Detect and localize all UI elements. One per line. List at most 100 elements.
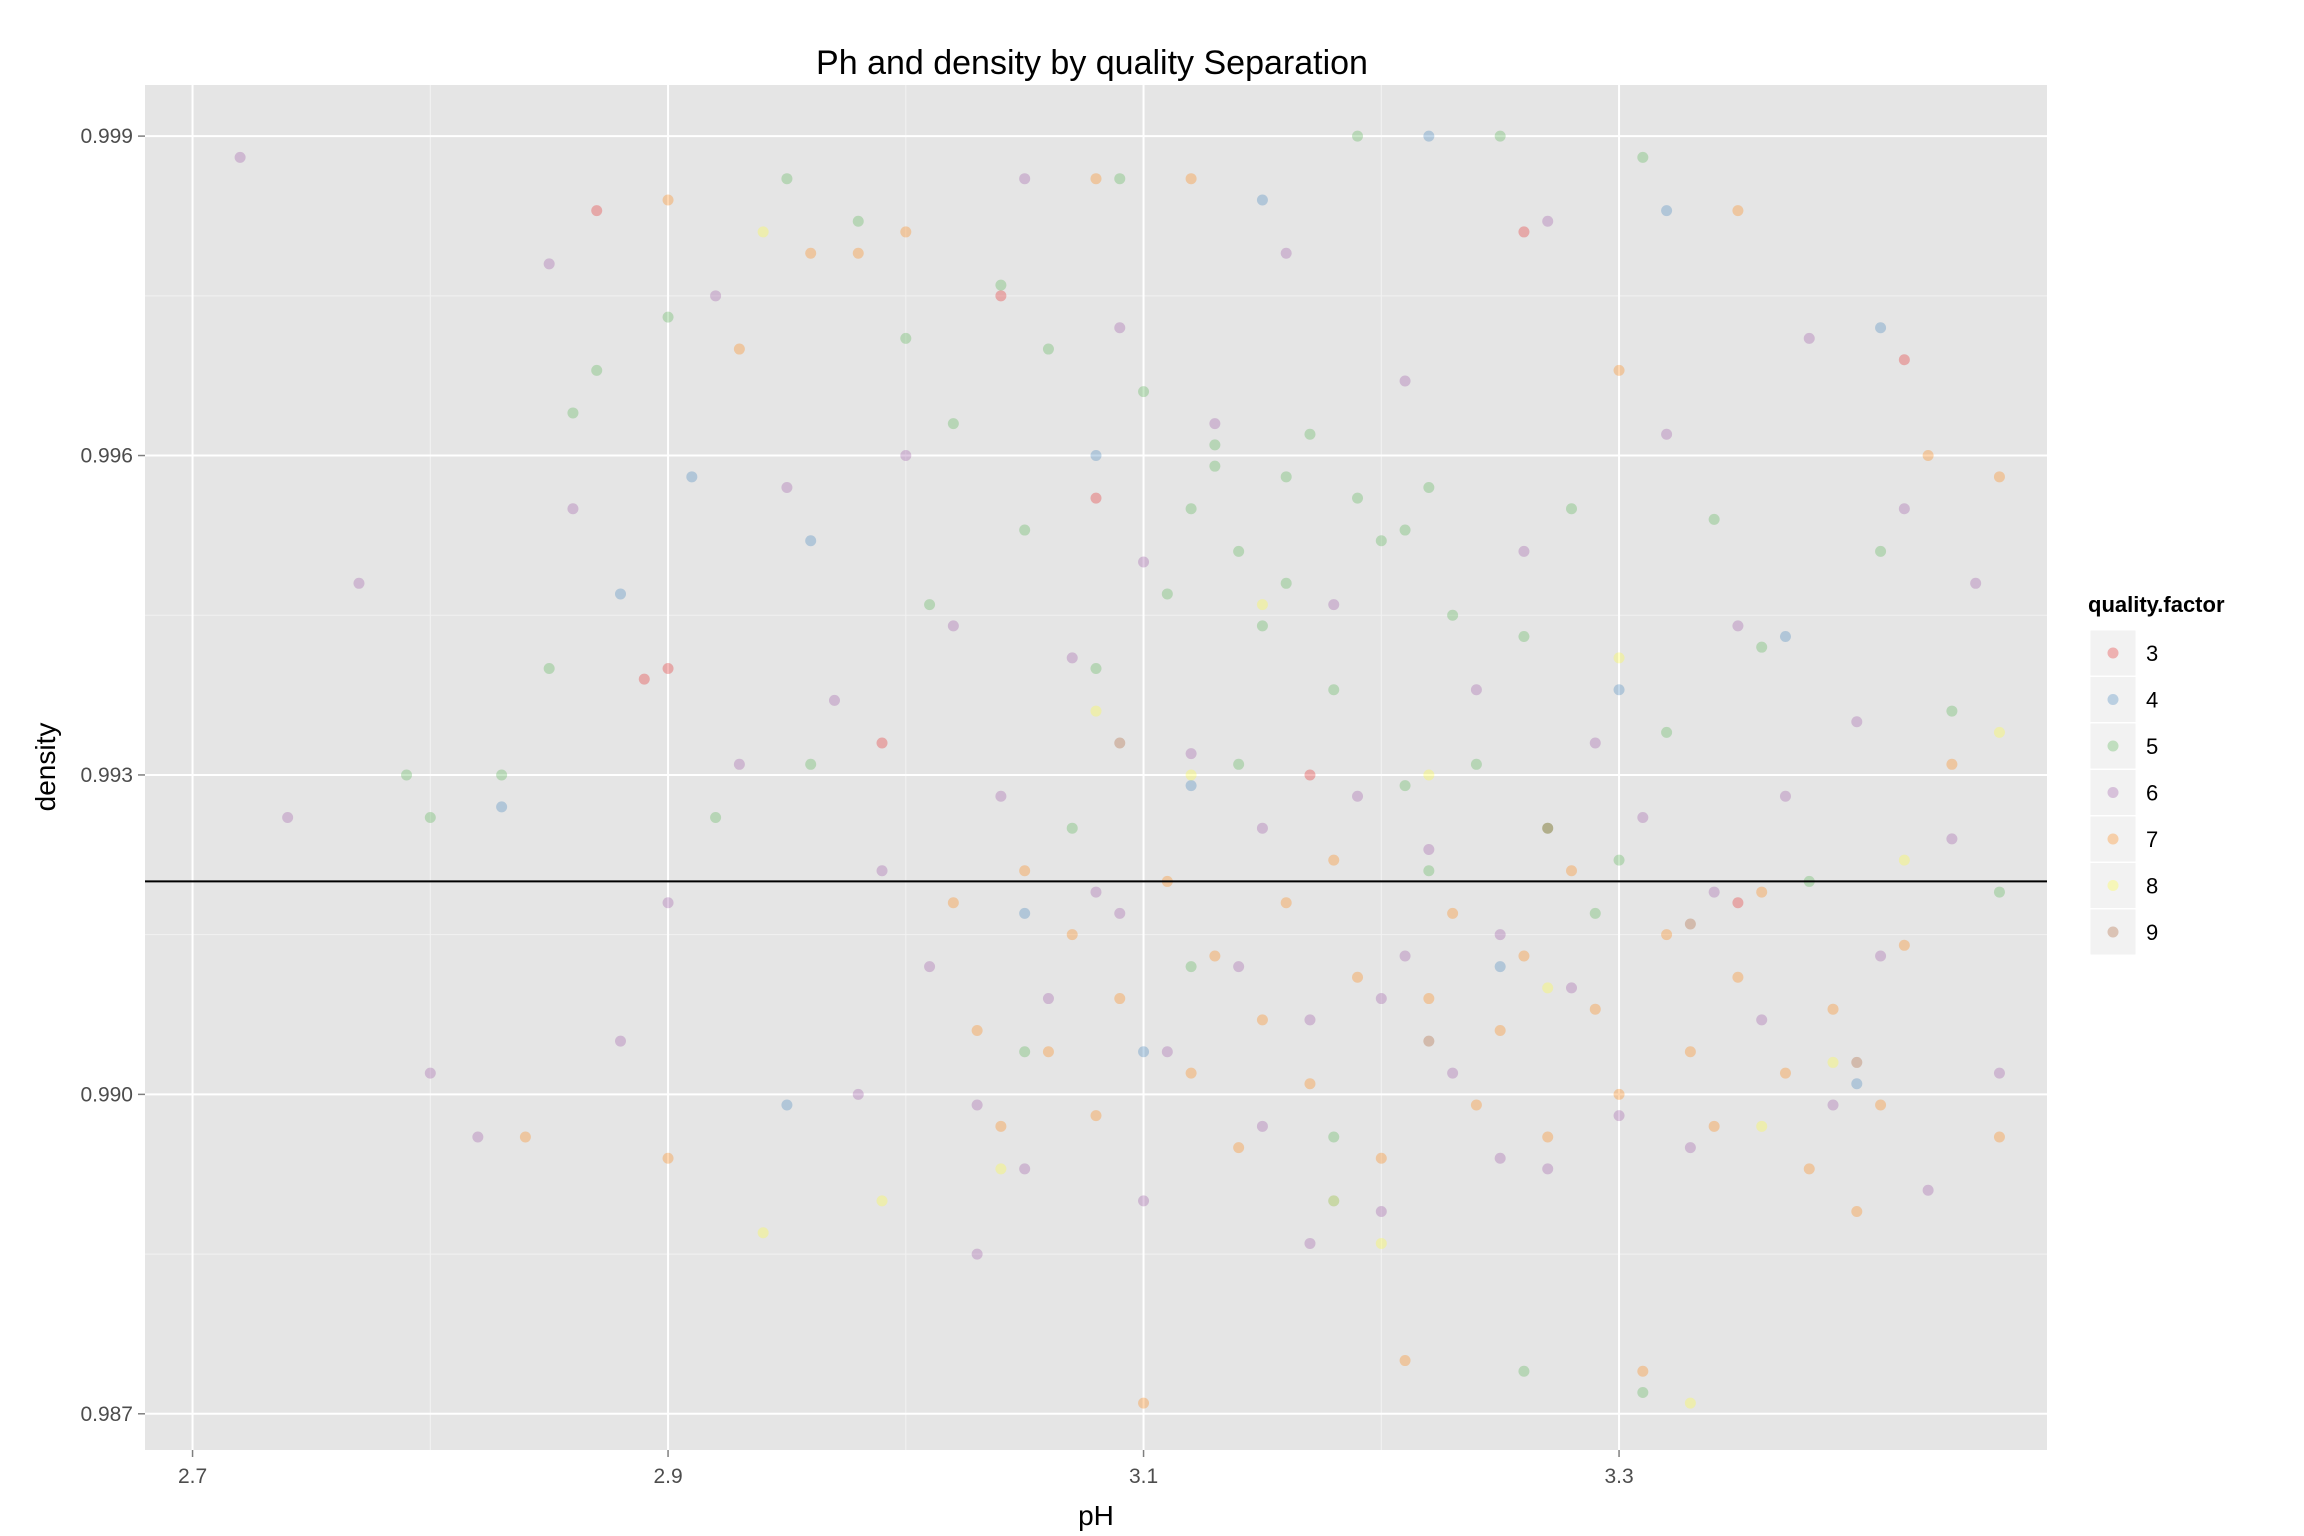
data-point bbox=[1875, 322, 1887, 334]
data-point bbox=[1233, 758, 1245, 770]
data-point bbox=[1185, 780, 1197, 792]
data-point bbox=[662, 662, 674, 674]
data-point bbox=[1185, 1067, 1197, 1079]
data-point bbox=[1304, 1237, 1316, 1249]
data-point bbox=[591, 364, 603, 376]
data-point bbox=[638, 673, 650, 685]
data-point bbox=[1090, 1110, 1102, 1122]
legend-key bbox=[2089, 908, 2137, 956]
data-point bbox=[1898, 854, 1910, 866]
y-tick-label: 0.987 bbox=[80, 1403, 133, 1426]
data-point bbox=[496, 801, 508, 813]
data-point bbox=[1494, 130, 1506, 142]
series-9 bbox=[1114, 737, 1863, 1068]
data-point bbox=[1518, 950, 1530, 962]
data-point bbox=[1851, 716, 1863, 728]
data-point bbox=[424, 1067, 436, 1079]
data-point bbox=[1280, 897, 1292, 909]
data-point bbox=[1708, 886, 1720, 898]
data-point bbox=[1138, 1397, 1150, 1409]
data-point bbox=[1375, 1237, 1387, 1249]
data-point bbox=[1637, 1365, 1649, 1377]
data-point bbox=[1375, 993, 1387, 1005]
data-point bbox=[1684, 1046, 1696, 1058]
data-point bbox=[757, 1227, 769, 1239]
data-point bbox=[924, 599, 936, 611]
data-point bbox=[1589, 907, 1601, 919]
data-point bbox=[1066, 822, 1078, 834]
data-point bbox=[1661, 929, 1673, 941]
data-point bbox=[1684, 918, 1696, 930]
data-point bbox=[1494, 929, 1506, 941]
legend-item-4: 4 bbox=[2089, 676, 2158, 723]
data-point bbox=[1090, 450, 1102, 462]
legend-swatch bbox=[2107, 926, 2119, 938]
data-point bbox=[1827, 1003, 1839, 1015]
data-point bbox=[1542, 1163, 1554, 1175]
data-point bbox=[1161, 1046, 1173, 1058]
data-point bbox=[1613, 1088, 1625, 1100]
data-point bbox=[496, 769, 508, 781]
data-point bbox=[1494, 961, 1506, 973]
data-point bbox=[1375, 535, 1387, 547]
data-point bbox=[805, 758, 817, 770]
legend-item-5: 5 bbox=[2089, 722, 2158, 770]
series-5 bbox=[401, 130, 2005, 1399]
legend-label: 3 bbox=[2146, 641, 2158, 666]
data-point bbox=[615, 588, 626, 600]
data-point bbox=[1209, 950, 1221, 962]
major-gridlines bbox=[145, 85, 2047, 1450]
data-point bbox=[971, 1248, 983, 1260]
y-tick-label: 0.993 bbox=[80, 764, 133, 787]
data-point bbox=[662, 897, 674, 909]
legend: quality.factor 3 4 5 6 7 8 9 bbox=[2088, 592, 2225, 956]
data-point bbox=[662, 311, 674, 323]
data-point bbox=[1233, 1142, 1245, 1154]
data-point bbox=[733, 758, 745, 770]
data-point bbox=[1898, 503, 1910, 515]
data-point bbox=[1161, 588, 1173, 600]
data-point bbox=[1114, 322, 1126, 334]
data-point bbox=[1185, 503, 1197, 515]
data-point bbox=[1637, 812, 1649, 824]
data-point bbox=[1019, 1163, 1031, 1175]
data-point bbox=[1352, 130, 1364, 142]
data-point bbox=[591, 205, 603, 217]
data-point bbox=[971, 1024, 983, 1036]
data-point bbox=[1185, 769, 1197, 781]
data-point bbox=[1684, 1142, 1696, 1154]
data-point bbox=[1708, 1120, 1720, 1132]
data-point bbox=[1423, 865, 1435, 877]
data-point bbox=[1019, 865, 1031, 877]
legend-swatch bbox=[2107, 787, 2119, 798]
data-point bbox=[995, 290, 1007, 302]
data-point bbox=[900, 450, 912, 462]
data-point bbox=[1613, 684, 1625, 696]
data-point bbox=[1138, 556, 1150, 568]
data-point bbox=[1756, 886, 1768, 898]
data-point bbox=[1827, 1056, 1839, 1068]
data-point bbox=[1851, 1205, 1863, 1217]
legend-label: 6 bbox=[2146, 781, 2158, 806]
data-point bbox=[1993, 471, 2005, 483]
data-point bbox=[1542, 215, 1554, 227]
data-point bbox=[1851, 1056, 1863, 1068]
data-point bbox=[1993, 1131, 2005, 1143]
data-point bbox=[1613, 364, 1625, 376]
data-point bbox=[1375, 1205, 1387, 1217]
data-point bbox=[1494, 1024, 1506, 1036]
data-point bbox=[234, 151, 246, 163]
data-point bbox=[1518, 545, 1530, 557]
x-axis-title: pH bbox=[1078, 1500, 1114, 1531]
legend-item-3: 3 bbox=[2089, 629, 2158, 677]
data-point bbox=[1851, 1078, 1863, 1090]
data-point bbox=[1922, 1184, 1934, 1196]
data-point bbox=[1542, 982, 1554, 994]
series-7 bbox=[519, 173, 2005, 1409]
data-point bbox=[1019, 1046, 1031, 1058]
data-point bbox=[1779, 631, 1791, 643]
data-point bbox=[1875, 545, 1887, 557]
data-point bbox=[1684, 1397, 1696, 1409]
data-point bbox=[1185, 748, 1197, 760]
